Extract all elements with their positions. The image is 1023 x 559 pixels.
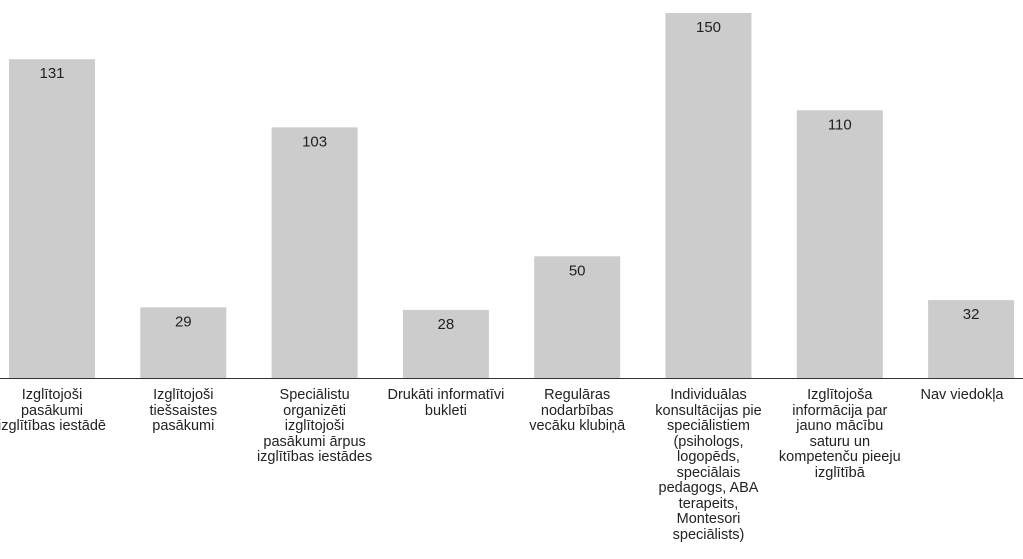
value-labels-group: 131 29 103 28 50 150 110 32 [39,19,979,333]
bar-value-label-8: 32 [963,306,980,323]
bar-1 [9,59,95,378]
bar-3 [271,127,358,379]
bar-6 [665,13,752,378]
bar-8 [928,300,1015,378]
bar-value-label-2: 29 [175,313,192,330]
category-label-8: Nav viedokļa [920,387,1004,403]
bar-value-label-6: 150 [696,19,721,36]
bar-value-label-3: 103 [302,133,327,150]
bar-value-label-7: 110 [828,116,852,133]
category-label-6: Individuālas konsultācijas pie speciālis… [655,387,762,543]
bar-value-label-4: 28 [438,316,455,333]
category-label-3: Speciālistu organizēti izglītojoši pasāk… [256,387,373,465]
category-label-4: Drukāti informatīvi bukleti [387,387,505,419]
category-label-7: Izglītojoša informācija par jauno mācību… [778,387,901,481]
category-label-5: Regulāras nodarbības vecāku klubiņā [529,387,626,434]
bar-5 [534,256,621,378]
category-label-2: Izglītojoši tiešsaistes pasākumi [149,387,218,434]
bar-4 [402,309,489,378]
bar-value-label-1: 131 [39,65,64,82]
category-label-1: Izglītojoši pasākumi izglītības iestādē [0,387,106,434]
bars-group [9,13,1015,379]
bar-2 [140,307,227,378]
bar-value-label-5: 50 [569,262,586,279]
bar-7 [796,110,883,379]
